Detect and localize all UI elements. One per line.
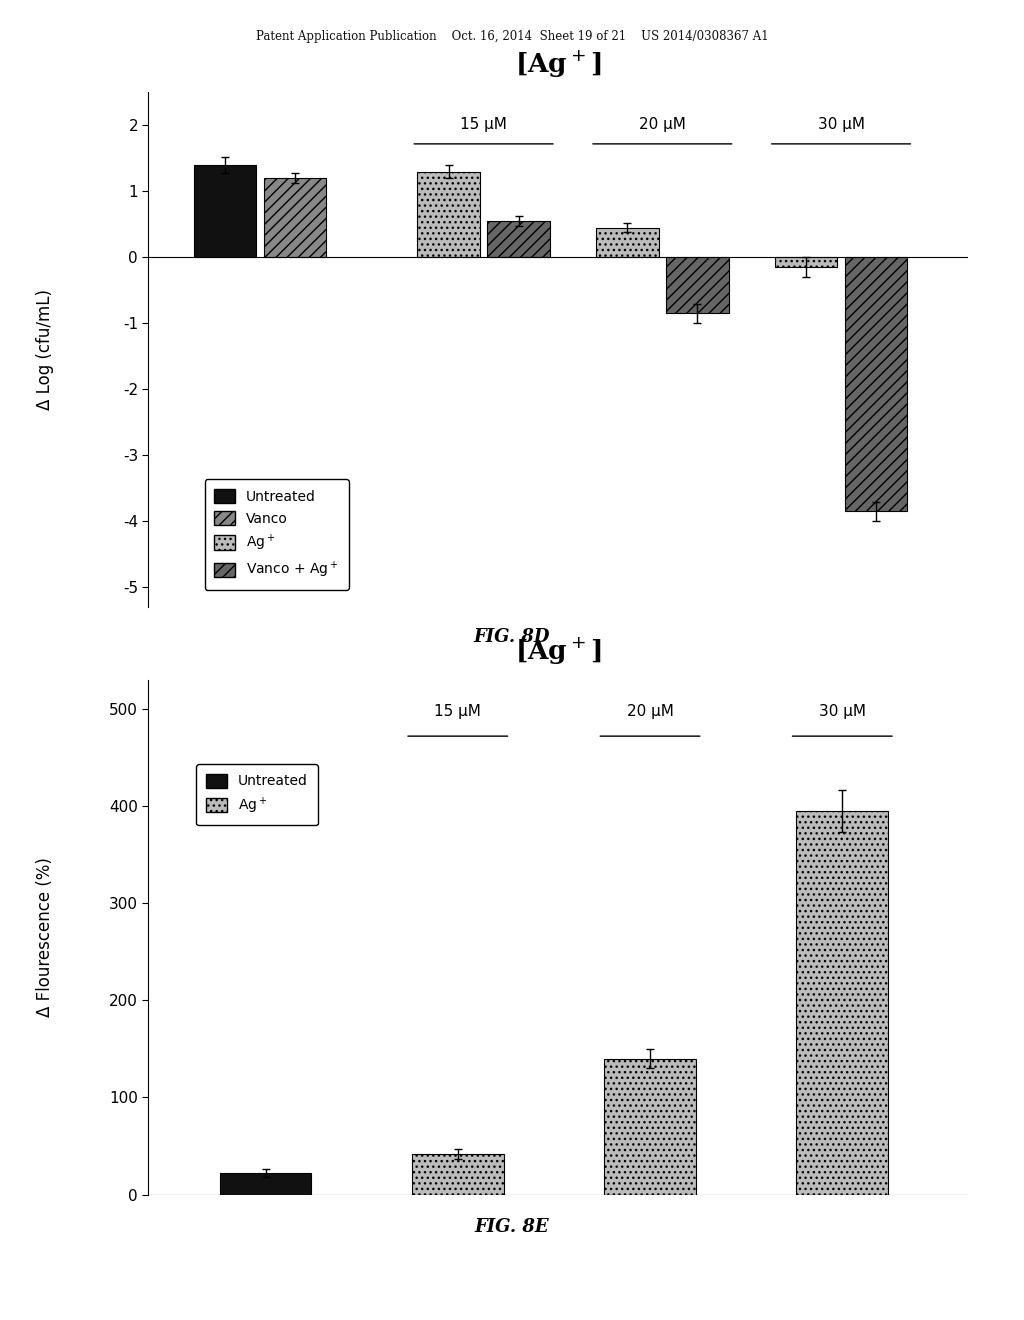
Bar (418, 172, 480, 257)
Legend: Untreated, Vanco, Ag$^+$, Vanco + Ag$^+$: Untreated, Vanco, Ag$^+$, Vanco + Ag$^+$ (205, 479, 349, 590)
Text: 30 μM: 30 μM (817, 117, 864, 132)
Text: FIG. 8E: FIG. 8E (475, 1218, 549, 1237)
Y-axis label: Δ Flourescence (%): Δ Flourescence (%) (36, 857, 54, 1018)
Bar (596, 227, 658, 257)
Bar (487, 220, 550, 257)
Bar (604, 1059, 696, 1195)
Text: 30 μM: 30 μM (819, 704, 866, 718)
Text: 20 μM: 20 μM (639, 117, 686, 132)
Text: FIG. 8D: FIG. 8D (474, 628, 550, 647)
Text: Patent Application Publication    Oct. 16, 2014  Sheet 19 of 21    US 2014/03083: Patent Application Publication Oct. 16, … (256, 30, 768, 44)
Bar (775, 257, 838, 267)
Bar (219, 1173, 311, 1195)
Bar (194, 165, 256, 257)
Title: [Ag$^+$]: [Ag$^+$] (515, 636, 601, 668)
Y-axis label: Δ Log (cfu/mL): Δ Log (cfu/mL) (36, 289, 54, 411)
Bar (845, 257, 907, 511)
Title: [Ag$^+$]: [Ag$^+$] (515, 49, 601, 81)
Bar (412, 1154, 504, 1195)
Bar (797, 810, 888, 1195)
Bar (264, 178, 327, 257)
Bar (666, 257, 729, 313)
Legend: Untreated, Ag$^+$: Untreated, Ag$^+$ (197, 764, 317, 825)
Text: 20 μM: 20 μM (627, 704, 674, 718)
Text: 15 μM: 15 μM (460, 117, 507, 132)
Text: 15 μM: 15 μM (434, 704, 481, 718)
